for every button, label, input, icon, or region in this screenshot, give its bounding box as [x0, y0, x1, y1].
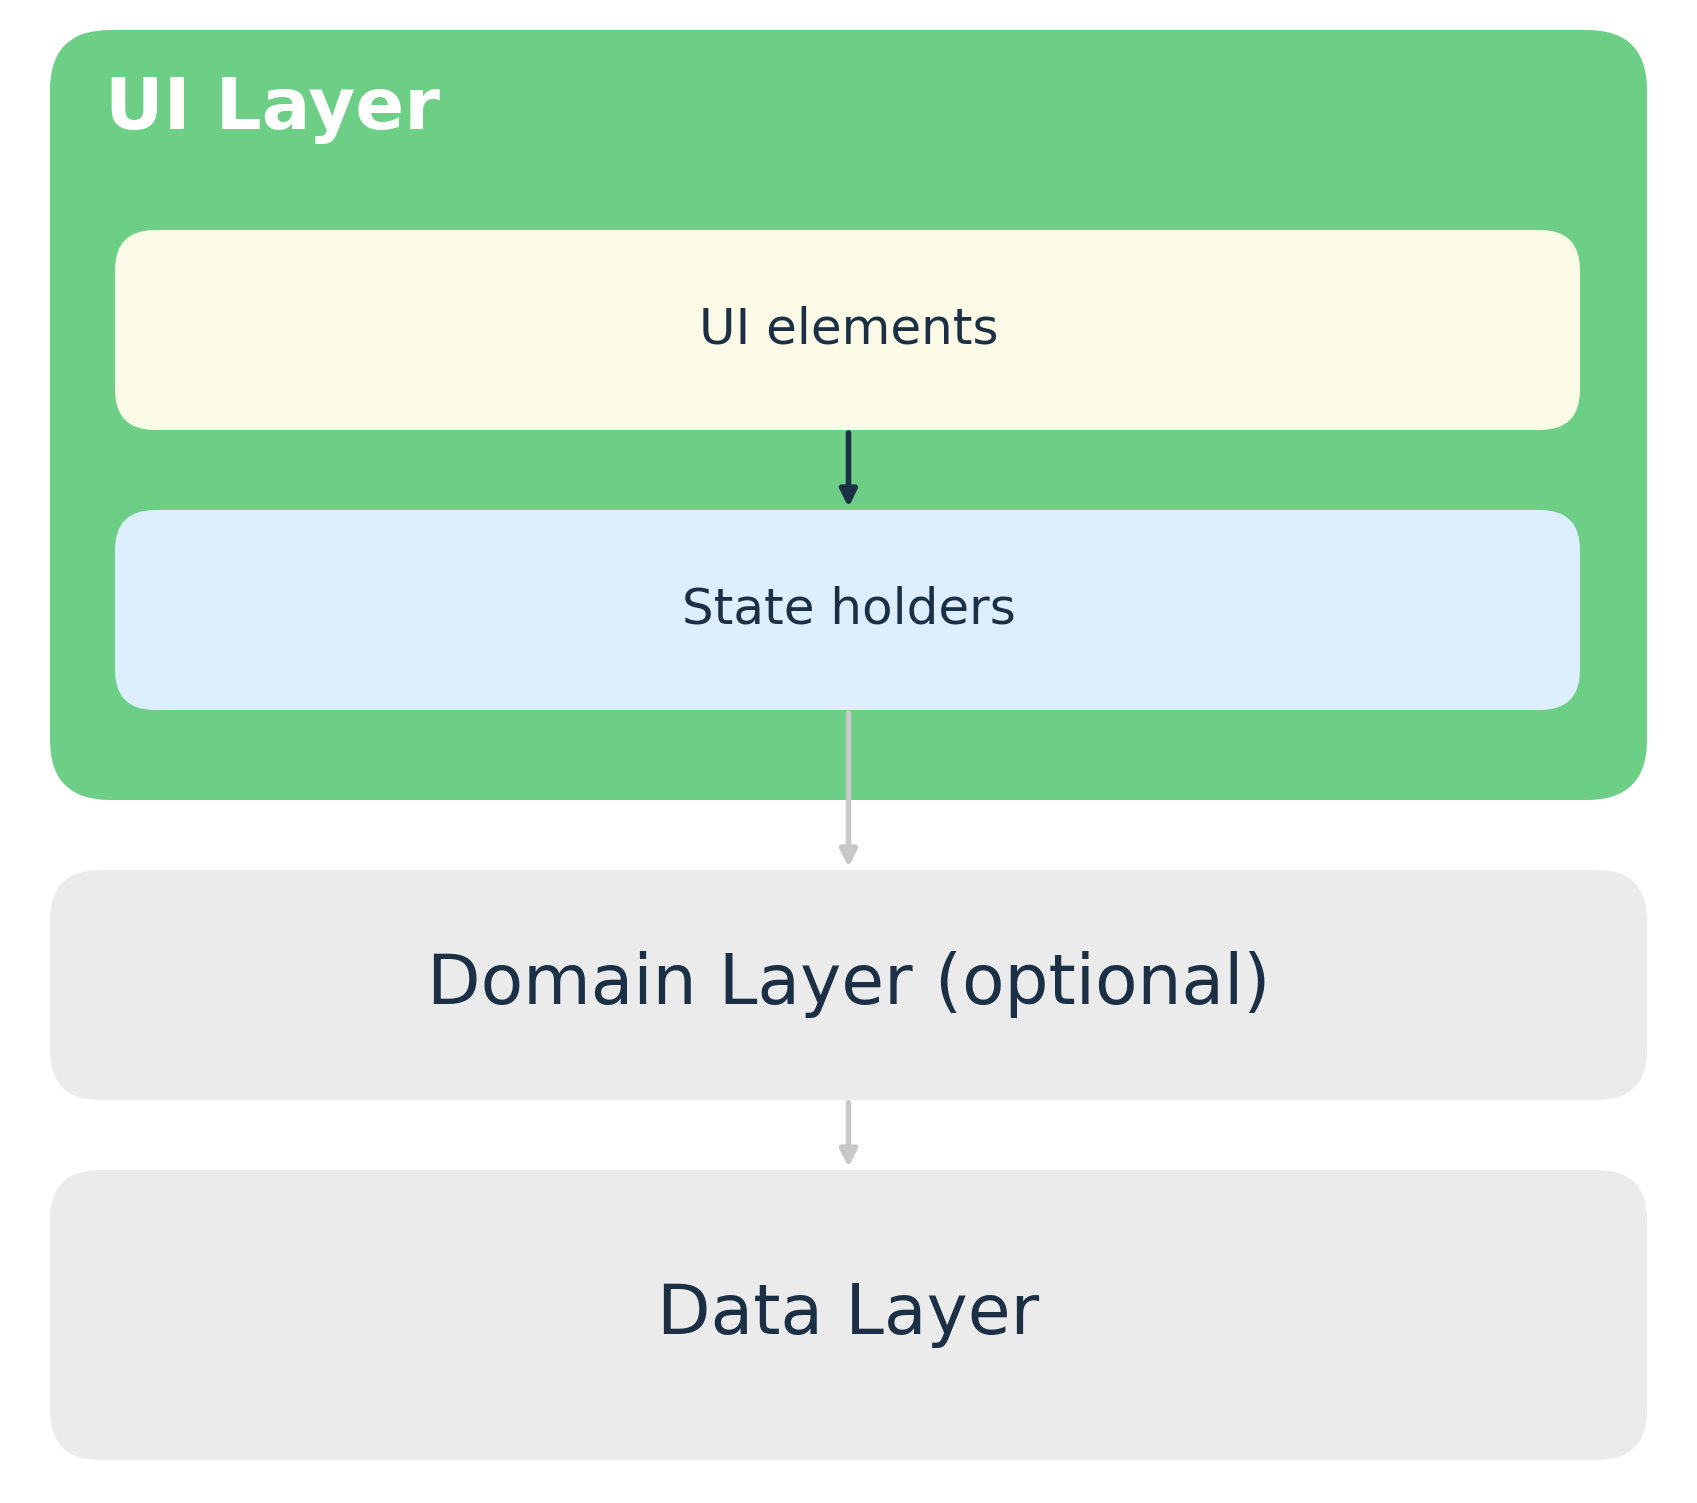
- FancyBboxPatch shape: [115, 510, 1580, 709]
- FancyBboxPatch shape: [49, 870, 1648, 1100]
- FancyBboxPatch shape: [115, 230, 1580, 430]
- FancyBboxPatch shape: [49, 1169, 1648, 1459]
- Text: Data Layer: Data Layer: [657, 1282, 1040, 1348]
- Text: UI elements: UI elements: [699, 307, 998, 355]
- Text: UI Layer: UI Layer: [105, 75, 440, 144]
- FancyBboxPatch shape: [49, 30, 1648, 800]
- Text: Domain Layer (optional): Domain Layer (optional): [428, 951, 1269, 1019]
- Text: State holders: State holders: [682, 586, 1015, 634]
